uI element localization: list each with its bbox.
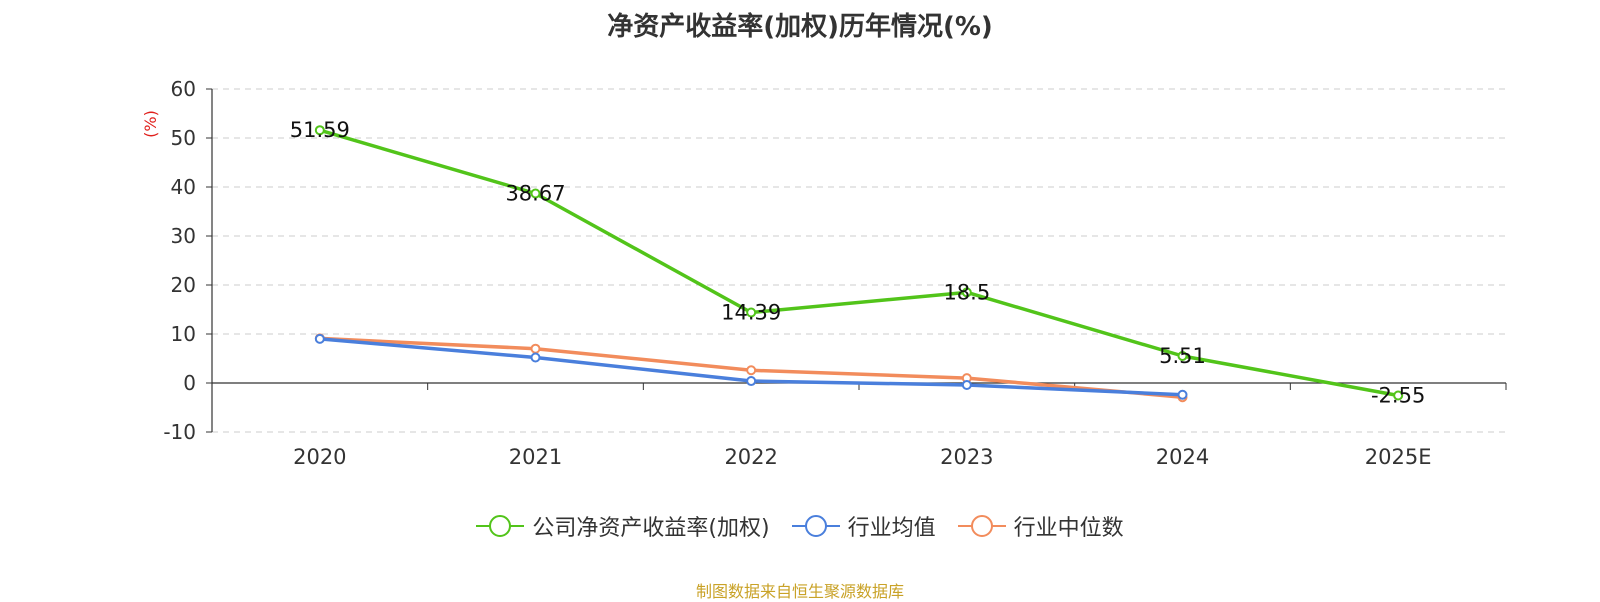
data-label: 14.39: [721, 300, 781, 324]
chart-title: 净资产收益率(加权)历年情况(%): [607, 12, 993, 42]
legend-marker-icon: [957, 515, 1006, 537]
x-tick-label: 2021: [509, 445, 562, 469]
data-label: -2.55: [1371, 383, 1425, 407]
data-label: 51.59: [290, 118, 350, 142]
x-tick-label: 2020: [293, 445, 346, 469]
data-point: [530, 352, 541, 363]
data-labels: 51.59 38.67 14.39 18.5 5.51 -2.55: [290, 118, 1426, 407]
legend-label: 行业中位数: [1013, 516, 1124, 541]
y-axis-label: (%): [141, 110, 160, 138]
data-label: 18.5: [943, 280, 990, 304]
y-tick-label: -10: [163, 420, 196, 444]
series-lines: [314, 125, 1404, 403]
legend-item[interactable]: 行业中位数: [957, 510, 1124, 542]
data-point: [961, 379, 972, 390]
data-point: [314, 333, 325, 344]
y-tick-label: 20: [171, 273, 196, 297]
data-point: [1393, 390, 1404, 401]
y-tick-label: 10: [171, 322, 196, 346]
legend-marker-icon: [791, 515, 840, 537]
y-tick-label: 50: [171, 126, 196, 150]
axes: -10 0 10 20 30 40 50 60 2020 2021 2022 2023 2024 2025…: [163, 77, 1507, 469]
data-point: [1177, 351, 1188, 362]
source-note: 制图数据来自恒生聚源数据库: [695, 582, 904, 601]
legend-marker-icon: [476, 515, 525, 537]
data-point: [746, 307, 757, 318]
legend-item[interactable]: 公司净资产收益率(加权): [476, 510, 770, 542]
y-tick-label: 40: [171, 175, 196, 199]
y-tick-label: 0: [183, 371, 196, 395]
data-label: 5.51: [1159, 344, 1206, 368]
data-label: 38.67: [505, 182, 565, 206]
legend-label: 行业均值: [847, 516, 936, 541]
data-point: [530, 188, 541, 199]
grid-lines: [212, 88, 1506, 433]
y-tick-label: 60: [171, 77, 196, 101]
y-tick-label: 30: [171, 224, 196, 248]
x-tick-label: 2024: [1156, 445, 1209, 469]
series-line: [319, 128, 1399, 398]
x-tick-label: 2023: [940, 445, 993, 469]
legend: 公司净资产收益率(加权) 行业均值 行业中位数: [0, 510, 1600, 542]
x-tick-label: 2025E: [1365, 445, 1432, 469]
data-point: [961, 287, 972, 298]
legend-label: 公司净资产收益率(加权): [532, 516, 770, 541]
data-point: [314, 125, 325, 136]
data-point: [746, 376, 757, 387]
x-tick-label: 2022: [724, 445, 777, 469]
data-point: [530, 343, 541, 354]
data-point: [1177, 389, 1188, 400]
legend-item[interactable]: 行业均值: [791, 510, 936, 542]
data-point: [746, 365, 757, 376]
